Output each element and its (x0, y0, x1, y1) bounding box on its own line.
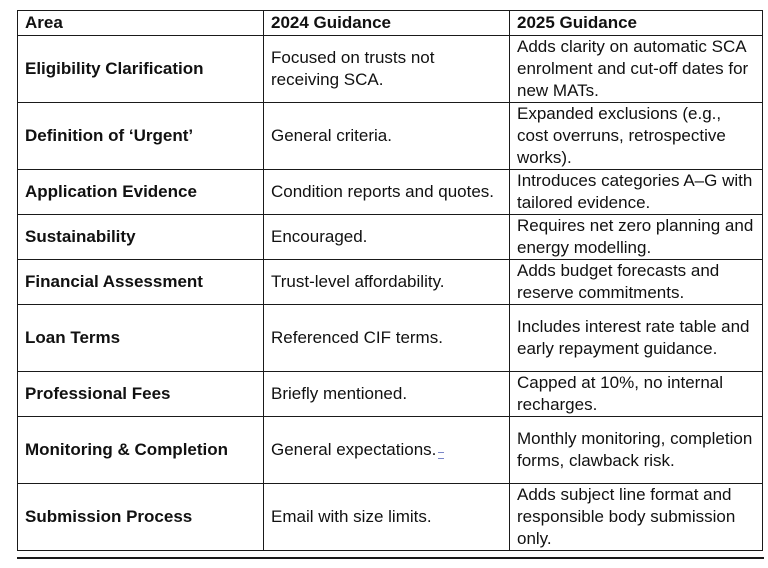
guidance-2024-cell: Referenced CIF terms. (263, 304, 510, 372)
table-row: Professional Fees Briefly mentioned. Cap… (17, 371, 763, 417)
area-cell: Financial Assessment (17, 259, 264, 305)
text-cursor-icon (438, 452, 445, 459)
area-cell: Loan Terms (17, 304, 264, 372)
bottom-rule (17, 557, 764, 559)
guidance-2024-cell: Condition reports and quotes. (263, 169, 510, 215)
guidance-2025-cell: Expanded exclusions (e.g., cost overruns… (509, 102, 763, 170)
area-cell: Monitoring & Completion (17, 416, 264, 484)
table-row: Application Evidence Condition reports a… (17, 169, 763, 215)
area-cell: Sustainability (17, 214, 264, 260)
area-cell: Definition of ‘Urgent’ (17, 102, 264, 170)
guidance-2025-cell: Capped at 10%, no internal recharges. (509, 371, 763, 417)
area-cell: Eligibility Clarification (17, 35, 264, 103)
header-2025-guidance: 2025 Guidance (509, 10, 763, 36)
guidance-comparison-table: Area 2024 Guidance 2025 Guidance Eligibi… (17, 10, 763, 551)
table-row: Sustainability Encouraged. Requires net … (17, 214, 763, 260)
guidance-2025-cell: Adds clarity on automatic SCA enrolment … (509, 35, 763, 103)
guidance-2025-cell: Introduces categories A–G with tailored … (509, 169, 763, 215)
area-cell: Application Evidence (17, 169, 264, 215)
header-2024-guidance: 2024 Guidance (263, 10, 510, 36)
guidance-2025-cell: Requires net zero planning and energy mo… (509, 214, 763, 260)
guidance-2025-cell: Includes interest rate table and early r… (509, 304, 763, 372)
table-row: Loan Terms Referenced CIF terms. Include… (17, 304, 763, 372)
guidance-2024-cell: General criteria. (263, 102, 510, 170)
table-row: Submission Process Email with size limit… (17, 483, 763, 551)
table-row: Eligibility Clarification Focused on tru… (17, 35, 763, 103)
header-area: Area (17, 10, 264, 36)
area-cell: Professional Fees (17, 371, 264, 417)
guidance-2024-text: General expectations. (271, 440, 437, 459)
area-cell: Submission Process (17, 483, 264, 551)
guidance-2025-cell: Monthly monitoring, completion forms, cl… (509, 416, 763, 484)
guidance-2024-cell: Briefly mentioned. (263, 371, 510, 417)
guidance-2024-cell: Encouraged. (263, 214, 510, 260)
table-row: Definition of ‘Urgent’ General criteria.… (17, 102, 763, 170)
guidance-2025-cell: Adds subject line format and responsible… (509, 483, 763, 551)
table-row: Monitoring & Completion General expectat… (17, 416, 763, 484)
guidance-2024-cell: Trust-level affordability. (263, 259, 510, 305)
header-row: Area 2024 Guidance 2025 Guidance (17, 10, 763, 36)
guidance-2024-cell: Email with size limits. (263, 483, 510, 551)
guidance-2024-cell: General expectations. (263, 416, 510, 484)
guidance-2025-cell: Adds budget forecasts and reserve commit… (509, 259, 763, 305)
table-row: Financial Assessment Trust-level afforda… (17, 259, 763, 305)
guidance-2024-cell: Focused on trusts not receiving SCA. (263, 35, 510, 103)
